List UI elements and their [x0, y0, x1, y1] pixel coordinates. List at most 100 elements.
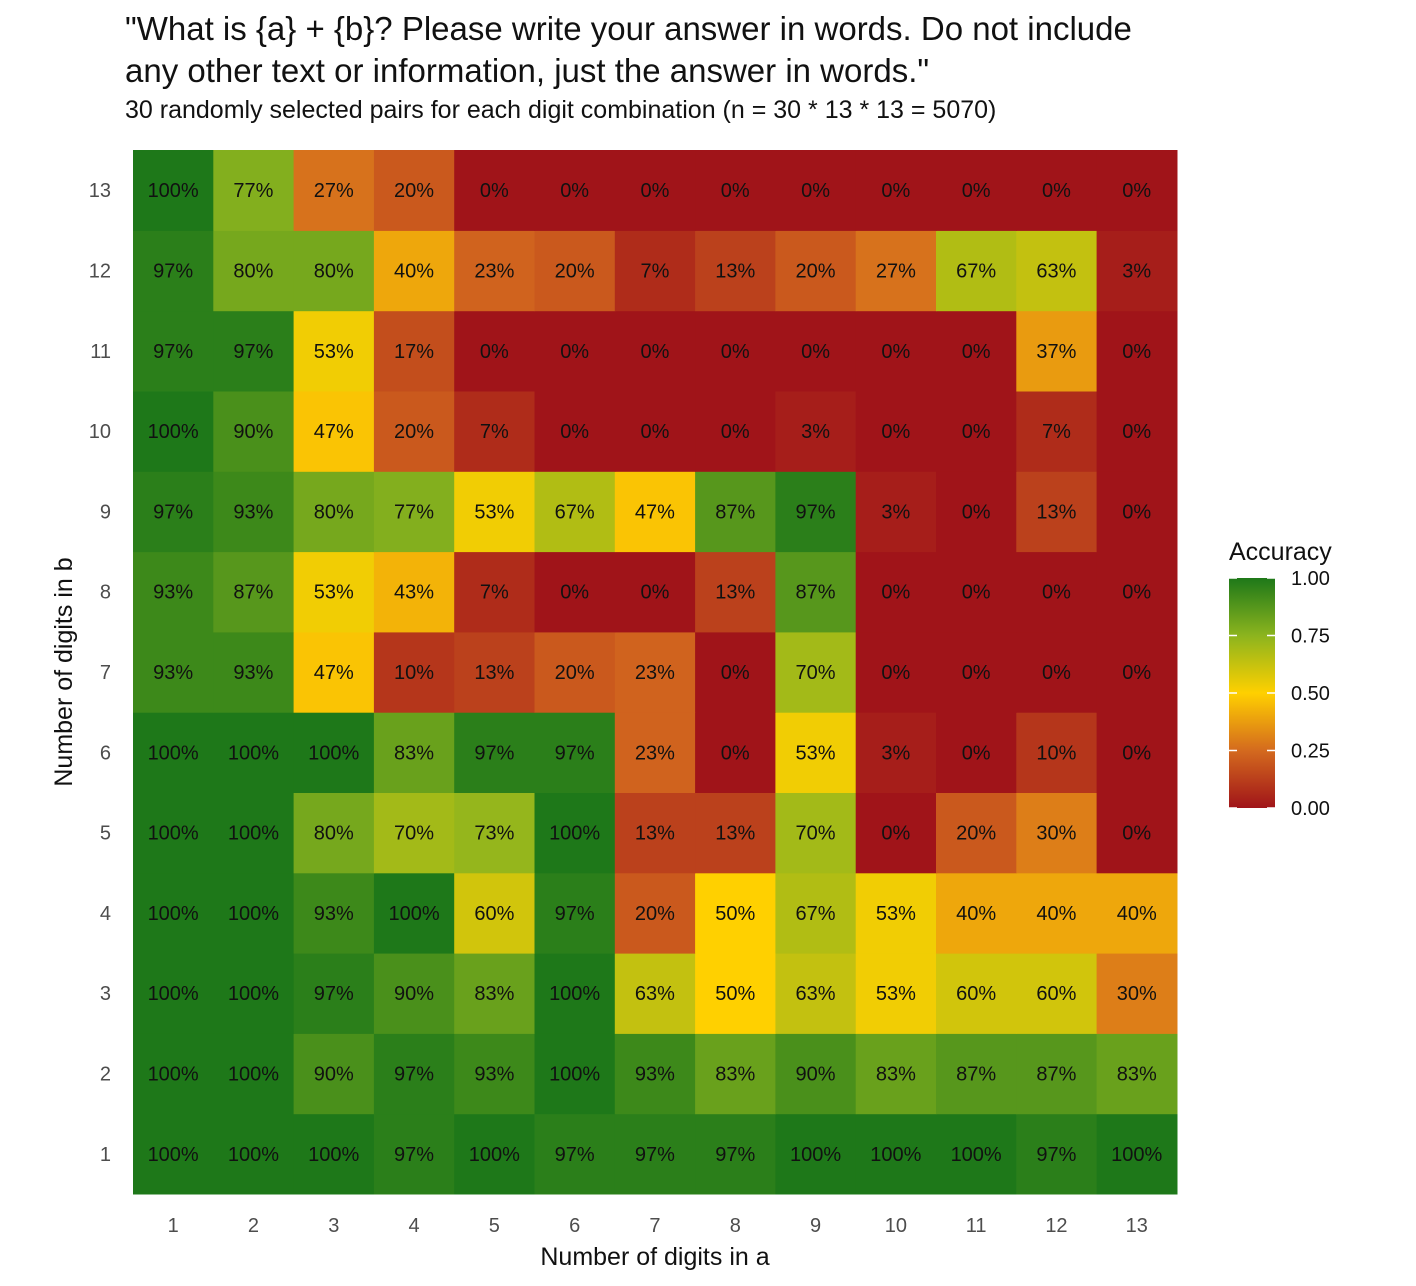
cell-value-label: 7% — [640, 260, 669, 282]
heatmap-cell — [695, 712, 776, 793]
cell-value-label: 100% — [549, 983, 600, 1005]
cell-value-label: 0% — [881, 823, 910, 845]
cell-value-label: 83% — [715, 1063, 755, 1085]
heatmap-cell — [855, 551, 937, 633]
heatmap-cell — [695, 1113, 776, 1195]
heatmap-cell — [454, 792, 536, 874]
cell-value-label: 100% — [148, 1063, 199, 1085]
cell-value-label: 13% — [635, 823, 675, 845]
cell-value-label: 43% — [394, 582, 434, 604]
cell-value-label: 53% — [314, 582, 354, 604]
cell-value-label: 47% — [314, 662, 354, 684]
x-tick-label: 3 — [328, 1215, 339, 1237]
cell-value-label: 37% — [1036, 341, 1076, 363]
y-tick-label: 10 — [89, 421, 111, 443]
cell-value-label: 100% — [308, 742, 359, 764]
cell-value-label: 0% — [881, 582, 910, 604]
heatmap-cell — [293, 631, 375, 713]
heatmap-cell — [1096, 551, 1178, 633]
heatmap-cell — [373, 872, 455, 954]
legend-title: Accuracy — [1229, 538, 1332, 566]
cell-value-label: 0% — [1122, 582, 1151, 604]
heatmap-cell — [534, 872, 616, 954]
cell-value-label: 20% — [956, 823, 996, 845]
heatmap-cell — [1016, 1033, 1098, 1115]
cell-value-label: 0% — [881, 180, 910, 202]
heatmap-cell — [454, 1113, 536, 1195]
heatmap-cell — [614, 712, 696, 793]
heatmap-cell — [695, 310, 776, 392]
heatmap-cell — [1016, 551, 1098, 633]
heatmap-cell — [695, 390, 776, 472]
cell-value-label: 0% — [560, 180, 589, 202]
heatmap-cell — [293, 390, 375, 472]
heatmap-cell — [936, 792, 1017, 874]
cell-value-label: 63% — [1036, 260, 1076, 282]
heatmap-cell — [213, 631, 295, 713]
cell-value-label: 100% — [951, 1144, 1002, 1166]
heatmap-cell — [133, 310, 214, 392]
x-tick-label: 12 — [1045, 1215, 1067, 1237]
y-tick-label: 7 — [100, 662, 111, 684]
heatmap-cell — [373, 390, 455, 472]
cell-value-label: 100% — [148, 421, 199, 443]
heatmap-cell — [454, 471, 536, 553]
heatmap-cell — [373, 792, 455, 874]
cell-value-label: 97% — [1036, 1144, 1076, 1166]
heatmap-cell — [936, 551, 1017, 633]
heatmap-cell — [534, 1033, 616, 1115]
heatmap-cell — [293, 712, 375, 793]
heatmap-cell — [213, 310, 295, 392]
heatmap-cell — [614, 471, 696, 553]
cell-value-label: 3% — [881, 742, 910, 764]
cell-value-label: 0% — [721, 421, 750, 443]
cell-value-label: 100% — [228, 1144, 279, 1166]
cell-value-label: 53% — [876, 903, 916, 925]
cell-value-label: 67% — [796, 903, 836, 925]
cell-value-label: 100% — [790, 1144, 841, 1166]
cell-value-label: 53% — [474, 501, 514, 523]
heatmap-cell — [1096, 310, 1178, 392]
cell-value-label: 0% — [1122, 662, 1151, 684]
cell-value-label: 100% — [228, 983, 279, 1005]
cell-value-label: 40% — [1036, 903, 1076, 925]
heatmap-cell — [454, 551, 536, 633]
cell-value-label: 0% — [560, 582, 589, 604]
cell-value-label: 23% — [635, 742, 675, 764]
cell-value-label: 40% — [394, 260, 434, 282]
heatmap-cell — [534, 1113, 616, 1195]
cell-value-label: 100% — [148, 742, 199, 764]
heatmap-cell — [695, 953, 776, 1034]
cell-value-label: 100% — [148, 903, 199, 925]
heatmap-cell — [936, 1033, 1017, 1115]
cell-value-label: 93% — [474, 1063, 514, 1085]
heatmap-cell — [936, 390, 1017, 472]
cell-value-label: 60% — [474, 903, 514, 925]
heatmap-cell — [855, 1113, 937, 1195]
heatmap-cell — [614, 390, 696, 472]
cell-value-label: 50% — [715, 983, 755, 1005]
heatmap-cell — [373, 471, 455, 553]
cell-value-label: 0% — [480, 341, 509, 363]
cell-value-label: 97% — [555, 1144, 595, 1166]
heatmap-cell — [855, 953, 937, 1034]
legend-tick-label: 0.25 — [1291, 741, 1330, 763]
heatmap-cell — [695, 872, 776, 954]
cell-value-label: 63% — [635, 983, 675, 1005]
heatmap-cell — [373, 551, 455, 633]
heatmap-cell — [614, 631, 696, 713]
y-tick-label: 4 — [100, 903, 111, 925]
cell-value-label: 73% — [474, 823, 514, 845]
cell-value-label: 93% — [635, 1063, 675, 1085]
x-tick-label: 4 — [408, 1215, 419, 1237]
cell-value-label: 47% — [314, 421, 354, 443]
heatmap-cell — [213, 230, 295, 312]
heatmap-cell — [133, 712, 214, 793]
cell-value-label: 0% — [962, 582, 991, 604]
cell-value-label: 20% — [394, 180, 434, 202]
heatmap-cell — [454, 1033, 536, 1115]
cell-value-label: 53% — [796, 742, 836, 764]
cell-value-label: 27% — [876, 260, 916, 282]
heatmap-cell — [1016, 390, 1098, 472]
